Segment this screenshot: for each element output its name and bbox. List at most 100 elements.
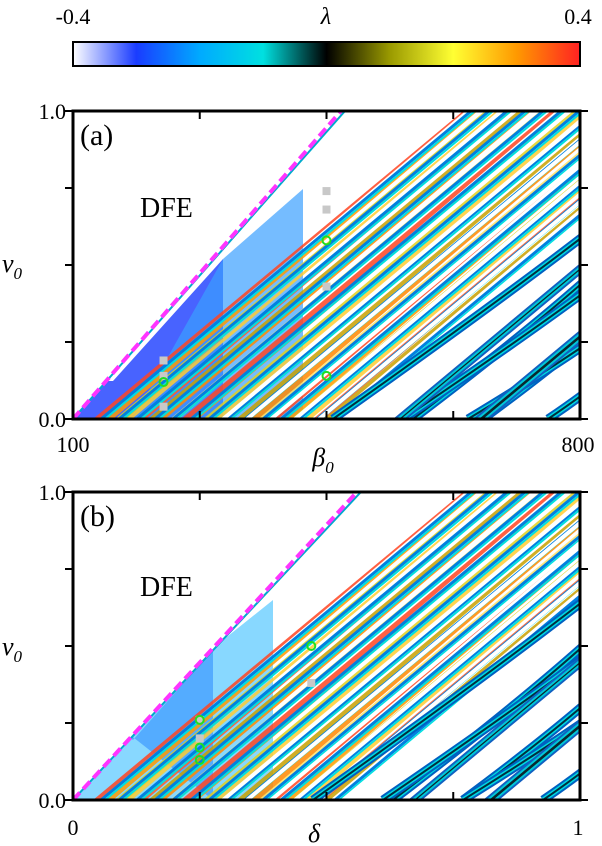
far-band-outer	[473, 329, 580, 419]
stripe-gap	[221, 119, 580, 419]
far-band-mid	[486, 721, 580, 800]
stripe-blue	[334, 213, 580, 419]
marker-gray-square	[322, 187, 331, 196]
stripe-cyan	[302, 568, 580, 800]
colorbar-max-label: 0.4	[564, 4, 592, 29]
chaos-band	[203, 111, 577, 419]
chaos-band	[313, 577, 580, 800]
panel-b: (b) DFE 1.0 0.0 0 1 δ v0	[2, 480, 588, 846]
stripe-cyan	[158, 492, 530, 800]
far-band-core	[414, 661, 580, 800]
stripe-blue	[262, 153, 580, 419]
chaos-band	[258, 532, 580, 800]
marker-gray-square	[195, 734, 204, 743]
far-band-core	[399, 268, 580, 419]
stripe-cyan	[212, 112, 580, 419]
stripe-blue	[190, 492, 563, 800]
marker-green-circle	[158, 377, 169, 388]
chaos-band	[236, 132, 580, 419]
colorbar: -0.4 λ 0.4	[56, 4, 592, 67]
stripe-blue	[100, 111, 473, 419]
boundary-dashed	[73, 111, 343, 419]
stripe-cyan	[140, 111, 512, 419]
chaos-band	[291, 559, 580, 800]
chaos-band	[93, 111, 466, 419]
dfe-region	[73, 111, 345, 419]
ticks-b	[65, 491, 588, 801]
stripe-cyan	[176, 492, 548, 800]
stripe-blue	[226, 504, 580, 800]
marker-gray-square	[307, 678, 316, 687]
heatmap-a	[73, 111, 580, 419]
chaos-band	[258, 151, 580, 419]
heatmap-b	[73, 492, 580, 800]
stripe-cyan	[122, 111, 494, 419]
stripe-cyan	[194, 492, 566, 800]
chaos-band	[148, 111, 523, 419]
marker-gray-square	[159, 356, 168, 365]
far-band-mid	[476, 332, 580, 419]
ylabel-a: v0	[2, 249, 23, 283]
stripe-gap	[365, 620, 580, 800]
heatmap-bands	[73, 492, 580, 800]
colorbar-fill	[72, 41, 581, 67]
stripe-blue	[208, 492, 580, 800]
tongue-core	[402, 294, 580, 419]
marker-green-circle	[194, 742, 205, 753]
marker-gray-square	[159, 402, 168, 411]
chaos-band	[126, 492, 499, 800]
stripe-cyan	[230, 127, 580, 419]
stripe-cyan	[176, 111, 548, 419]
stripe-blue	[172, 111, 545, 419]
stripe-blue	[280, 168, 580, 419]
dfe-region	[73, 492, 361, 800]
chaos-band	[324, 205, 580, 419]
xtick-left-b: 0	[68, 815, 79, 840]
stripe-gap	[245, 520, 580, 800]
stripe-gap	[293, 179, 580, 419]
colorbar-label: λ	[320, 4, 331, 30]
stripe-gap	[221, 500, 580, 800]
far-band-core	[479, 334, 580, 419]
stripe-cyan	[194, 111, 566, 419]
far-band-outer	[393, 263, 580, 419]
tongue-core	[467, 347, 580, 419]
stripe-cyan	[284, 172, 580, 419]
tongue-core	[312, 602, 580, 800]
ylabel-b: v0	[2, 632, 23, 666]
stripe-blue	[172, 492, 545, 800]
stripe-blue	[208, 111, 580, 419]
chaos-band	[181, 111, 556, 419]
stripe-cyan	[266, 157, 580, 419]
stripe-cyan	[104, 111, 476, 419]
stripe-blue	[154, 111, 527, 419]
stripe-cyan	[230, 508, 580, 800]
markers-b	[194, 641, 317, 765]
colorbar-min-label: -0.4	[56, 4, 91, 29]
stripe-blue	[298, 564, 580, 800]
xlabel-b: δ	[308, 819, 321, 846]
marker-green-circle	[306, 641, 317, 651]
chaos-band	[126, 111, 499, 419]
markers-a	[158, 187, 332, 411]
stripe-gap	[293, 560, 580, 800]
stripe-gap	[245, 139, 580, 419]
heatmap-bands	[73, 111, 580, 419]
stripe-cyan	[104, 492, 476, 800]
marker-gray-square	[322, 205, 331, 214]
chaos-band	[93, 492, 466, 800]
tongue-core	[382, 659, 580, 800]
stripe-blue	[118, 492, 491, 800]
stripe-cyan	[158, 111, 530, 419]
marker-green-circle	[321, 235, 332, 246]
xlabel-a: β0	[311, 443, 334, 477]
stripe-blue	[280, 549, 580, 800]
marker-green-circle	[194, 714, 205, 725]
panel-label-b: (b)	[80, 500, 115, 533]
far-band-mid	[411, 659, 580, 800]
ytick-bottom-a: 0.0	[39, 407, 67, 432]
far-band-outer	[408, 656, 580, 800]
ytick-top-b: 1.0	[39, 480, 67, 505]
region-label-a: DFE	[140, 193, 193, 224]
stripe-blue	[226, 123, 580, 419]
